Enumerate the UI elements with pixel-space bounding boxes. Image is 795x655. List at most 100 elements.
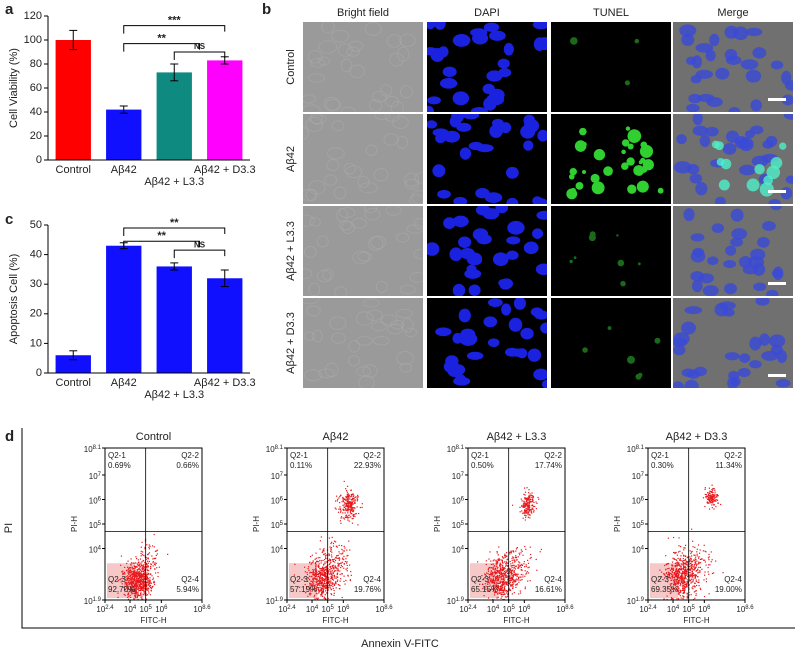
event-dot [322,601,323,602]
event-dot [714,493,716,495]
event-dot [683,591,685,593]
event-dot [135,590,137,592]
event-dot [682,563,684,565]
event-dot [132,574,134,576]
event-dot [333,583,335,586]
nucleus [532,228,544,239]
event-dot [526,499,528,501]
event-dot [528,499,530,501]
event-dot [359,506,361,509]
event-dot [321,551,323,553]
event-dot [531,512,533,514]
cell [317,56,331,66]
nucleus [427,96,441,105]
event-dot [502,583,504,585]
event-dot [154,550,157,552]
tunel-spot [642,159,654,171]
event-dot [693,591,695,593]
event-dot [342,550,344,552]
event-dot [144,562,146,564]
event-dot [325,568,327,570]
tick-base: 10 [266,445,275,454]
nucleus [706,97,723,107]
event-dot [692,578,694,580]
event-dot [681,589,683,592]
event-dot [317,565,319,568]
cells [673,114,793,204]
event-dot [134,589,136,592]
event-dot [513,591,515,594]
event-dot [144,569,146,572]
event-dot [528,566,530,568]
event-dot [319,580,321,583]
event-dot [139,581,142,583]
event-dot [336,555,338,557]
significance-label: ** [170,217,179,229]
y-tick-label: 105 [271,521,284,531]
event-dot [335,557,337,559]
event-dot [331,568,333,570]
event-dot [325,577,327,579]
event-dot [520,573,522,576]
cell [340,58,353,73]
nucleus [527,348,542,362]
tick-exponent: 1.9 [275,597,284,603]
tunel-spot [569,167,577,176]
event-dot [500,572,502,575]
event-dot [346,562,348,564]
event-dot [710,495,712,497]
event-dot [679,595,681,597]
event-dot [694,546,696,549]
event-dot [309,592,311,594]
event-dot [318,587,320,589]
event-dot [126,579,128,581]
tunel-spot [637,372,643,378]
event-dot [131,579,133,581]
event-dot [140,603,141,604]
event-dot [132,578,135,580]
error-bar [69,29,78,51]
event-dot [315,575,318,577]
tick-base: 10 [518,605,527,614]
event-dot [151,586,153,589]
event-dot [690,555,693,557]
plot-title: Aβ42 + L3.3 [487,431,547,443]
nucleus [456,122,472,132]
y-tick-label: 50 [30,219,42,231]
event-dot [665,573,667,575]
nucleus [435,327,452,337]
event-dot [315,587,317,589]
event-dot [320,604,321,605]
event-dot [699,549,701,551]
event-dot [126,584,128,587]
event-dot [513,565,515,567]
event-dot [498,571,500,573]
event-dot [137,588,139,590]
event-dot [135,590,137,593]
event-dot [317,584,319,586]
event-dot [332,566,334,568]
event-dot [310,587,312,589]
event-dot [531,498,533,501]
tunel-spot [634,38,640,44]
cell [373,335,390,346]
event-dot [135,592,137,594]
event-dot [148,560,150,563]
event-dot [501,574,504,576]
event-dot [147,565,149,567]
nucleus [507,220,525,235]
bar [156,266,192,373]
event-dot [540,548,543,551]
event-dot [352,498,354,500]
event-dot [351,513,353,515]
x-tick-label: Aβ42 [111,164,137,176]
tick-exponent: 6 [527,605,531,611]
event-dot [133,572,136,574]
event-dot [509,560,511,563]
nucleus [468,284,481,296]
nucleus [735,139,753,150]
nucleus [722,143,737,155]
event-dot [139,581,141,583]
event-dot [350,574,352,576]
